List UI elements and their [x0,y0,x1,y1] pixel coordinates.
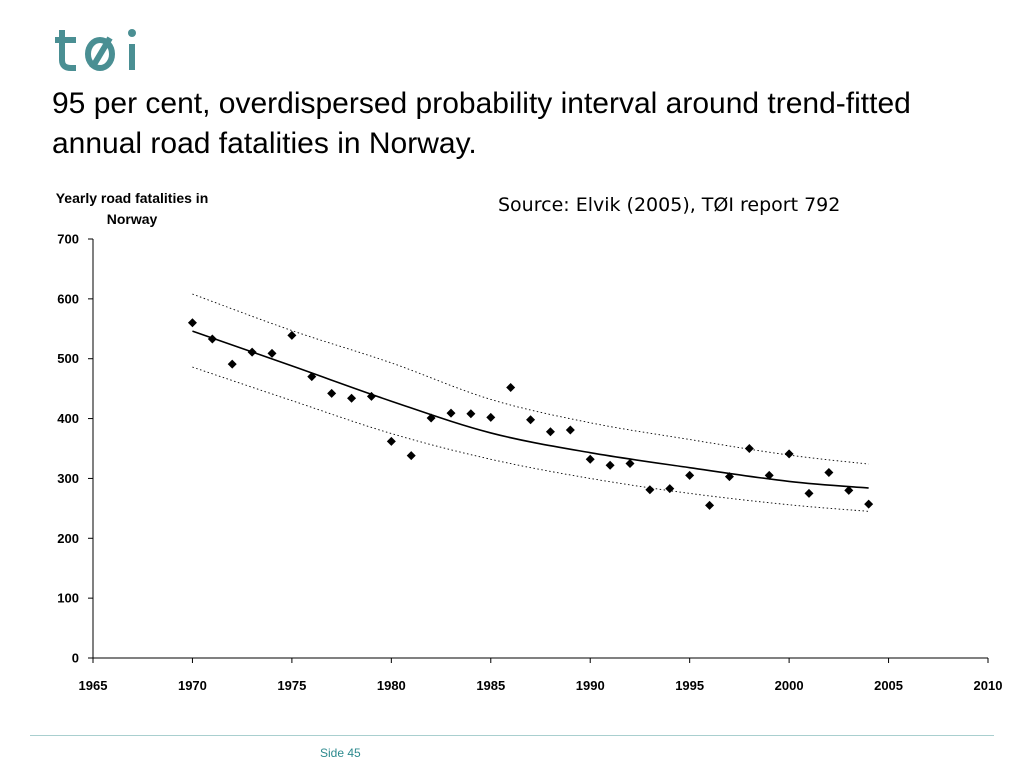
y-tick-label: 300 [57,471,79,486]
x-tick-label: 2005 [874,678,903,693]
x-tick-label: 2010 [974,678,1003,693]
data-point-diamond [744,444,754,453]
data-point-diamond [466,409,476,419]
data-point-diamond [824,467,834,477]
footer-divider [30,735,994,736]
toi-logo [55,29,136,71]
data-point-diamond [506,382,516,392]
data-point-diamond [605,460,615,470]
data-point-diamond [347,393,357,403]
data-point-diamond [327,388,337,398]
data-point-diamond [645,485,655,495]
slide-title: 95 per cent, overdispersed probability i… [52,87,911,160]
x-tick-label: 1980 [377,678,406,693]
y-tick-label: 100 [57,591,79,606]
data-point-diamond [565,425,575,435]
data-point-diamond [625,458,635,468]
y-tick-label: 600 [57,291,79,306]
data-point-diamond [585,454,595,464]
data-point-diamond [187,318,197,328]
data-point-diamond [486,412,496,422]
data-point-diamond [287,330,297,340]
data-point-diamond [386,436,396,446]
y-tick-label: 700 [57,232,79,247]
data-point-diamond [844,485,854,495]
data-point-diamond [227,359,237,369]
x-tick-label: 1970 [178,678,207,693]
data-point-diamond [406,451,416,461]
x-tick-label: 1965 [79,678,108,693]
lower-interval-line [192,366,869,512]
x-tick-label: 1990 [576,678,605,693]
data-point-diamond [665,484,675,494]
x-tick-label: 1975 [277,678,306,693]
data-point-diamond [864,499,874,509]
data-point-diamond [784,449,794,459]
y-tick-label: 200 [57,531,79,546]
y-axis-label: Yearly road fatalities in Norway [55,190,209,227]
x-tick-label: 1985 [476,678,505,693]
data-point-diamond [446,408,456,418]
source-citation: Source: Elvik (2005), TØI report 792 [498,194,841,216]
x-tick-label: 2000 [775,678,804,693]
y-tick-label: 0 [72,651,79,666]
data-point-diamond [705,500,715,510]
data-point-diamond [685,470,695,480]
y-tick-label: 500 [57,351,79,366]
data-point-diamond [804,488,814,498]
page-number: Side 45 [320,746,361,760]
trend-line [192,330,869,489]
data-point-diamond [545,427,555,437]
x-tick-label: 1995 [675,678,704,693]
data-point-diamond [526,415,536,425]
upper-interval-line [192,293,869,465]
y-tick-label: 400 [57,411,79,426]
data-point-diamond [267,348,277,358]
data-point-diamond [764,470,774,480]
